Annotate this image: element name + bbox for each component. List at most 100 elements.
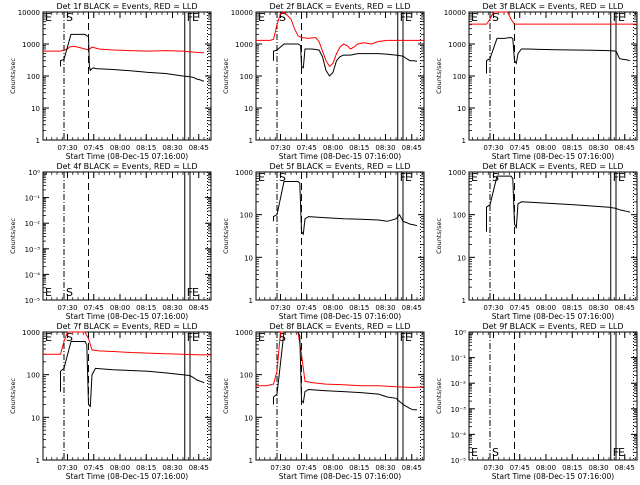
marker-label: S — [492, 446, 499, 459]
y-tick-label: 10000 — [18, 9, 40, 17]
y-tick-label: 1 — [462, 297, 466, 305]
x-axis-label: Start Time (08-Dec-15 07:16:00) — [279, 312, 401, 321]
marker-label: E — [618, 11, 625, 24]
marker-label: S — [492, 171, 499, 184]
marker-label: E — [258, 171, 265, 184]
y-tick-label: 10 — [244, 105, 253, 113]
chart-panel: Det 4f BLACK = Events, RED = LLD 10⁻⁵ 10⁻⁴… — [9, 162, 212, 321]
marker-label: E — [45, 286, 52, 299]
y-tick-label: 10⁻⁴ — [25, 271, 41, 279]
y-tick-label: 10 — [457, 105, 466, 113]
x-tick-label: 08:45 — [402, 304, 422, 312]
y-tick-label: 10⁻³ — [451, 406, 467, 414]
y-axis-label: Counts/sec — [435, 58, 443, 94]
y-axis-label: Counts/sec — [9, 218, 17, 254]
x-tick-label: 07:30 — [270, 464, 290, 472]
x-tick-label: 07:45 — [84, 464, 104, 472]
plot-frame — [255, 171, 425, 301]
x-tick-label: 08:45 — [402, 464, 422, 472]
x-tick-label: 08:30 — [588, 464, 608, 472]
y-tick-label: 10⁻² — [25, 220, 41, 228]
y-axis-label: Counts/sec — [222, 378, 230, 414]
chart-panel: Det 2f BLACK = Events, RED = LLD 1 10 100 10… — [222, 2, 425, 161]
chart-title: Det 5f BLACK = Events, RED = LLD — [269, 162, 410, 171]
marker-label: E — [471, 446, 478, 459]
x-tick-label: 07:45 — [84, 144, 104, 152]
y-tick-label: 10⁻² — [451, 380, 467, 388]
x-tick-label: 08:30 — [588, 304, 608, 312]
y-tick-label: 10⁻³ — [25, 246, 41, 254]
y-tick-label: 1000 — [448, 41, 466, 49]
x-tick-label: 07:30 — [57, 464, 77, 472]
x-tick-label: 08:00 — [110, 464, 130, 472]
y-tick-label: 10000 — [231, 9, 253, 17]
x-tick-label: 08:00 — [323, 144, 343, 152]
y-tick-label: 10 — [244, 254, 253, 262]
y-tick-label: 1000 — [235, 329, 253, 337]
plot-frame — [42, 171, 212, 301]
y-tick-label: 10⁻⁵ — [25, 297, 41, 305]
y-tick-label: 1000 — [235, 41, 253, 49]
marker-label: S — [66, 11, 73, 24]
marker-label: S — [66, 286, 73, 299]
series-line — [469, 11, 637, 25]
y-tick-label: 1000 — [235, 169, 253, 177]
x-tick-label: 08:15 — [349, 144, 369, 152]
x-axis-label: Start Time (08-Dec-15 07:16:00) — [66, 472, 188, 480]
marker-label: E — [471, 11, 478, 24]
x-tick-label: 08:15 — [136, 464, 156, 472]
marker-label: S — [66, 331, 73, 344]
plot-frame — [468, 11, 638, 141]
y-tick-label: 10⁻⁴ — [451, 431, 467, 439]
y-axis-label: Counts/sec — [9, 378, 17, 414]
marker-label: E — [192, 286, 199, 299]
x-tick-label: 08:45 — [402, 144, 422, 152]
marker-label: E — [258, 11, 265, 24]
series-line — [60, 33, 204, 82]
marker-label: E — [405, 171, 412, 184]
y-tick-label: 10⁰ — [454, 329, 466, 337]
chart-title: Det 8f BLACK = Events, RED = LLD — [269, 322, 410, 331]
y-axis-label: Counts/sec — [435, 218, 443, 254]
plot-frame — [468, 331, 638, 461]
x-tick-label: 07:45 — [510, 144, 530, 152]
x-tick-label: 07:30 — [483, 464, 503, 472]
x-axis-label: Start Time (08-Dec-15 07:16:00) — [66, 152, 188, 161]
marker-label: E — [192, 11, 199, 24]
marker-label: E — [618, 171, 625, 184]
chart-panel: Det 9f BLACK = Events, RED = LLD 10⁻⁵ 10⁻⁴… — [435, 322, 638, 481]
y-tick-label: 1 — [36, 137, 40, 145]
y-tick-label: 10⁰ — [28, 169, 40, 177]
x-tick-label: 07:30 — [57, 144, 77, 152]
y-tick-label: 10 — [31, 414, 40, 422]
x-tick-label: 08:15 — [349, 464, 369, 472]
x-tick-label: 07:45 — [510, 304, 530, 312]
x-tick-label: 08:00 — [110, 304, 130, 312]
plot-frame — [255, 11, 425, 141]
y-tick-label: 100 — [240, 73, 253, 81]
chart-panel: Det 3f BLACK = Events, RED = LLD 1 10 100 10… — [435, 2, 638, 161]
x-axis-label: Start Time (08-Dec-15 07:16:00) — [492, 472, 614, 480]
x-tick-label: 08:45 — [189, 304, 209, 312]
chart-title: Det 9f BLACK = Events, RED = LLD — [482, 322, 623, 331]
x-tick-label: 08:00 — [536, 304, 556, 312]
marker-label: S — [279, 11, 286, 24]
x-tick-label: 08:30 — [588, 144, 608, 152]
x-tick-label: 07:45 — [510, 464, 530, 472]
chart-panel: Det 1f BLACK = Events, RED = LLD 1 10 100 10… — [9, 2, 212, 161]
chart-panel: Det 8f BLACK = Events, RED = LLD 1 10 100 10… — [222, 322, 425, 481]
x-tick-label: 07:45 — [297, 464, 317, 472]
marker-label: E — [618, 446, 625, 459]
x-tick-label: 08:30 — [375, 464, 395, 472]
x-tick-label: 08:15 — [349, 304, 369, 312]
series-line — [43, 331, 211, 356]
x-tick-label: 07:30 — [57, 304, 77, 312]
x-tick-label: 08:00 — [323, 304, 343, 312]
y-tick-label: 10⁻¹ — [451, 355, 467, 363]
x-tick-label: 08:15 — [562, 464, 582, 472]
y-axis-label: Counts/sec — [9, 58, 17, 94]
marker-label: E — [45, 11, 52, 24]
chart-panel: Det 5f BLACK = Events, RED = LLD 1 10 100 10… — [222, 162, 425, 321]
x-tick-label: 08:45 — [189, 464, 209, 472]
